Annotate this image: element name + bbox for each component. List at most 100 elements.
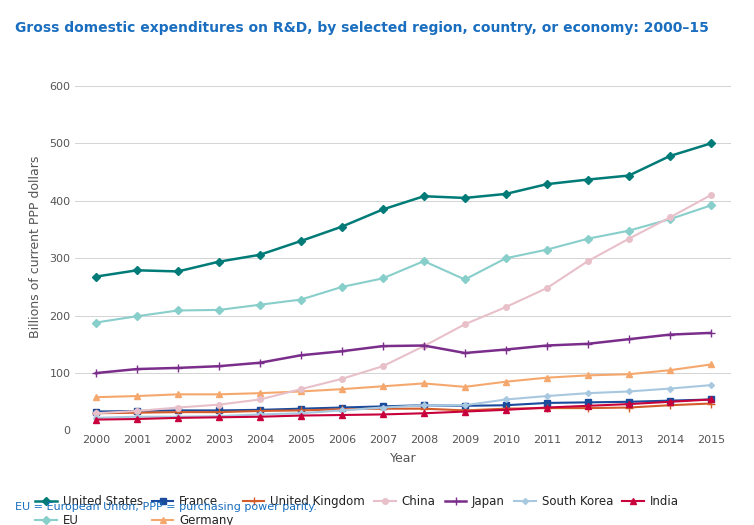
South Korea — [665, 385, 674, 392]
India — [461, 408, 470, 415]
China — [419, 343, 428, 349]
EU — [214, 307, 223, 313]
Japan — [461, 350, 470, 356]
EU — [419, 258, 428, 264]
Japan — [296, 352, 305, 359]
EU — [379, 275, 388, 281]
United Kingdom — [665, 402, 674, 408]
India — [256, 414, 265, 420]
France — [256, 407, 265, 413]
United Kingdom — [337, 406, 346, 413]
United States — [706, 140, 716, 146]
India — [584, 403, 593, 409]
Line: United States: United States — [93, 141, 713, 279]
China — [133, 408, 142, 414]
India — [542, 404, 551, 411]
China — [501, 304, 510, 310]
South Korea — [379, 404, 388, 411]
China — [584, 258, 593, 264]
China — [665, 214, 674, 220]
Japan — [542, 342, 551, 349]
United Kingdom — [296, 407, 305, 414]
Germany — [256, 390, 265, 396]
United Kingdom — [379, 405, 388, 412]
Japan — [584, 341, 593, 347]
South Korea — [542, 393, 551, 399]
China — [542, 285, 551, 291]
France — [584, 399, 593, 405]
United States — [501, 191, 510, 197]
Germany — [133, 393, 142, 399]
Text: Gross domestic expenditures on R&D, by selected region, country, or economy: 200: Gross domestic expenditures on R&D, by s… — [15, 21, 709, 35]
Line: EU: EU — [93, 203, 713, 326]
China — [91, 410, 100, 416]
United Kingdom — [501, 405, 510, 412]
China — [256, 396, 265, 403]
Germany — [542, 374, 551, 381]
EU — [542, 246, 551, 253]
Germany — [91, 394, 100, 401]
India — [624, 401, 633, 407]
United States — [337, 224, 346, 230]
Germany — [665, 367, 674, 373]
United Kingdom — [419, 405, 428, 412]
Line: India: India — [93, 397, 713, 423]
France — [133, 408, 142, 414]
Line: South Korea: South Korea — [93, 383, 713, 420]
Line: Germany: Germany — [93, 362, 713, 400]
Germany — [419, 380, 428, 386]
United Kingdom — [256, 408, 265, 414]
EU — [337, 284, 346, 290]
United States — [296, 238, 305, 244]
Text: EU = European Union; PPP = purchasing power parity.: EU = European Union; PPP = purchasing po… — [15, 502, 317, 512]
South Korea — [706, 382, 716, 388]
Germany — [501, 379, 510, 385]
Line: United Kingdom: United Kingdom — [92, 400, 715, 417]
India — [133, 416, 142, 422]
India — [296, 413, 305, 419]
China — [624, 236, 633, 242]
China — [296, 386, 305, 392]
Japan — [173, 365, 182, 371]
EU — [256, 301, 265, 308]
India — [706, 396, 716, 403]
India — [379, 411, 388, 417]
United States — [133, 267, 142, 274]
EU — [624, 227, 633, 234]
United Kingdom — [584, 405, 593, 411]
Line: Japan: Japan — [92, 329, 715, 377]
Germany — [337, 386, 346, 392]
South Korea — [173, 414, 182, 420]
South Korea — [461, 402, 470, 408]
France — [542, 400, 551, 406]
United Kingdom — [461, 407, 470, 414]
France — [296, 405, 305, 412]
India — [173, 415, 182, 421]
Line: China: China — [93, 192, 713, 416]
Japan — [665, 331, 674, 338]
France — [624, 398, 633, 405]
China — [214, 402, 223, 408]
EU — [91, 319, 100, 326]
China — [706, 192, 716, 198]
South Korea — [419, 402, 428, 408]
South Korea — [501, 396, 510, 403]
United States — [379, 206, 388, 213]
Japan — [624, 336, 633, 342]
United States — [542, 181, 551, 187]
India — [214, 414, 223, 421]
United States — [173, 268, 182, 275]
India — [665, 398, 674, 405]
United Kingdom — [624, 404, 633, 411]
South Korea — [256, 411, 265, 417]
France — [214, 407, 223, 414]
United States — [624, 172, 633, 179]
United Kingdom — [173, 409, 182, 415]
Japan — [501, 346, 510, 353]
Germany — [214, 391, 223, 397]
Germany — [624, 371, 633, 377]
Japan — [133, 366, 142, 372]
EU — [133, 313, 142, 319]
India — [91, 416, 100, 423]
Legend: United States, EU, France, Germany, United Kingdom, China, Japan, South Korea, I: United States, EU, France, Germany, Unit… — [35, 495, 679, 525]
